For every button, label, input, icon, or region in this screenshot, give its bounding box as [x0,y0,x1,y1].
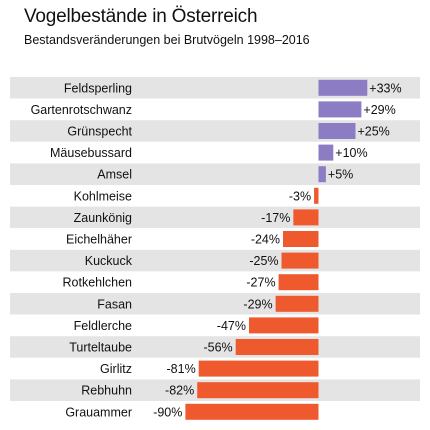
bar [318,166,326,183]
value-label: -27% [246,276,275,290]
row-stripe [10,77,420,99]
category-label: Zaunkönig [74,211,132,225]
value-label: -90% [153,405,182,419]
value-label: -24% [251,233,280,247]
row-stripe [10,206,420,229]
row-stripe [10,314,420,337]
bar [318,79,368,96]
chart-subtitle: Bestandsveränderungen bei Brutvögeln 199… [24,33,310,47]
bar [248,317,319,334]
bar [235,339,319,355]
category-label: Mäusebussard [50,146,132,160]
category-label: Kohlmeise [74,189,132,203]
category-label: Fasan [97,297,132,311]
row-stripe [10,141,420,164]
value-label: +5% [328,168,353,182]
bar [318,144,334,161]
category-label: Feldsperling [64,81,132,95]
category-label: Rotkehlchen [63,276,133,290]
bar [293,209,319,226]
row-stripe [10,293,420,315]
bar [314,187,319,204]
value-label: -47% [217,319,246,333]
value-label: +25% [357,125,389,139]
category-label: Rebhuhn [81,384,132,398]
bar [278,274,319,291]
row-stripe [10,185,420,207]
value-label: +29% [363,103,395,117]
value-label: -81% [167,362,196,376]
category-label: Eichelhäher [66,233,132,247]
value-label: -29% [243,297,272,311]
bar [318,101,362,118]
category-label: Grauammer [65,405,132,419]
value-label: -25% [249,254,278,268]
bar [275,295,319,312]
row-stripe [10,120,420,142]
row-stripe [10,163,420,185]
bar [197,382,319,399]
bar [281,252,319,269]
value-label: -56% [203,341,232,355]
value-label: -17% [261,211,290,225]
bar [198,360,319,377]
chart-title: Vogelbestände in Österreich [24,6,258,27]
category-label: Amsel [97,168,132,182]
bar [185,403,319,420]
bar [283,231,319,247]
value-label: -3% [289,189,311,203]
value-label: +10% [335,146,367,160]
bar [318,123,356,139]
category-label: Turteltaube [69,341,132,355]
row-stripe [10,249,420,272]
row-stripe [10,98,420,121]
category-label: Grünspecht [67,125,132,139]
value-label: -82% [165,384,194,398]
category-label: Feldlerche [74,319,132,333]
value-label: +33% [369,81,401,95]
category-label: Gartenrotschwanz [31,103,132,117]
category-label: Girlitz [100,362,132,376]
category-label: Kuckuck [85,254,133,268]
